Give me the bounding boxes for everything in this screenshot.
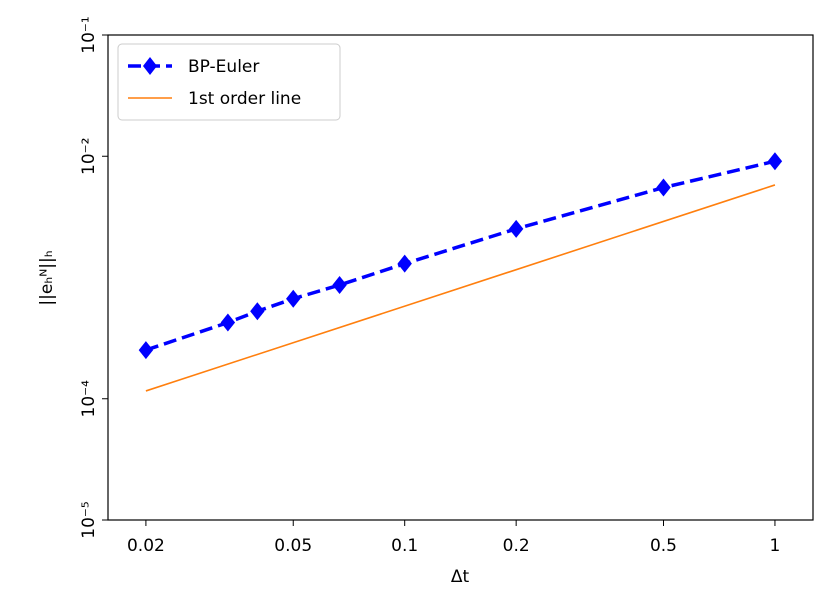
x-axis-label: Δt (451, 567, 470, 587)
legend-marker (143, 57, 157, 75)
data-point (767, 152, 783, 171)
x-tick-label: 0.5 (650, 536, 677, 556)
legend-box (117, 43, 341, 121)
y-tick-label: 10⁻⁵ (79, 501, 99, 538)
plot-frame (107, 34, 814, 521)
data-point (250, 302, 265, 321)
y-tick-label: 10⁻¹ (79, 16, 99, 53)
x-tick-label: 0.02 (127, 536, 165, 556)
x-tick-label: 0.1 (391, 536, 418, 556)
series-line (145, 184, 776, 392)
legend-label: BP-Euler (188, 57, 259, 77)
data-point (508, 219, 524, 238)
x-tick-label: 0.2 (503, 536, 530, 556)
data-point (397, 254, 412, 273)
legend-label: 1st order line (188, 89, 301, 109)
x-tick-label: 1 (770, 536, 781, 556)
data-point (138, 341, 154, 360)
data-point (656, 178, 671, 197)
data-point (332, 276, 347, 295)
x-tick-label: 0.05 (274, 536, 312, 556)
y-tick-label: 10⁻⁴ (79, 380, 99, 418)
series-line (145, 159, 776, 352)
data-point (220, 313, 236, 332)
data-point (286, 289, 301, 308)
y-axis-label: ||eₕᴺ||ₕ (37, 250, 57, 305)
y-tick-label: 10⁻² (79, 138, 99, 175)
